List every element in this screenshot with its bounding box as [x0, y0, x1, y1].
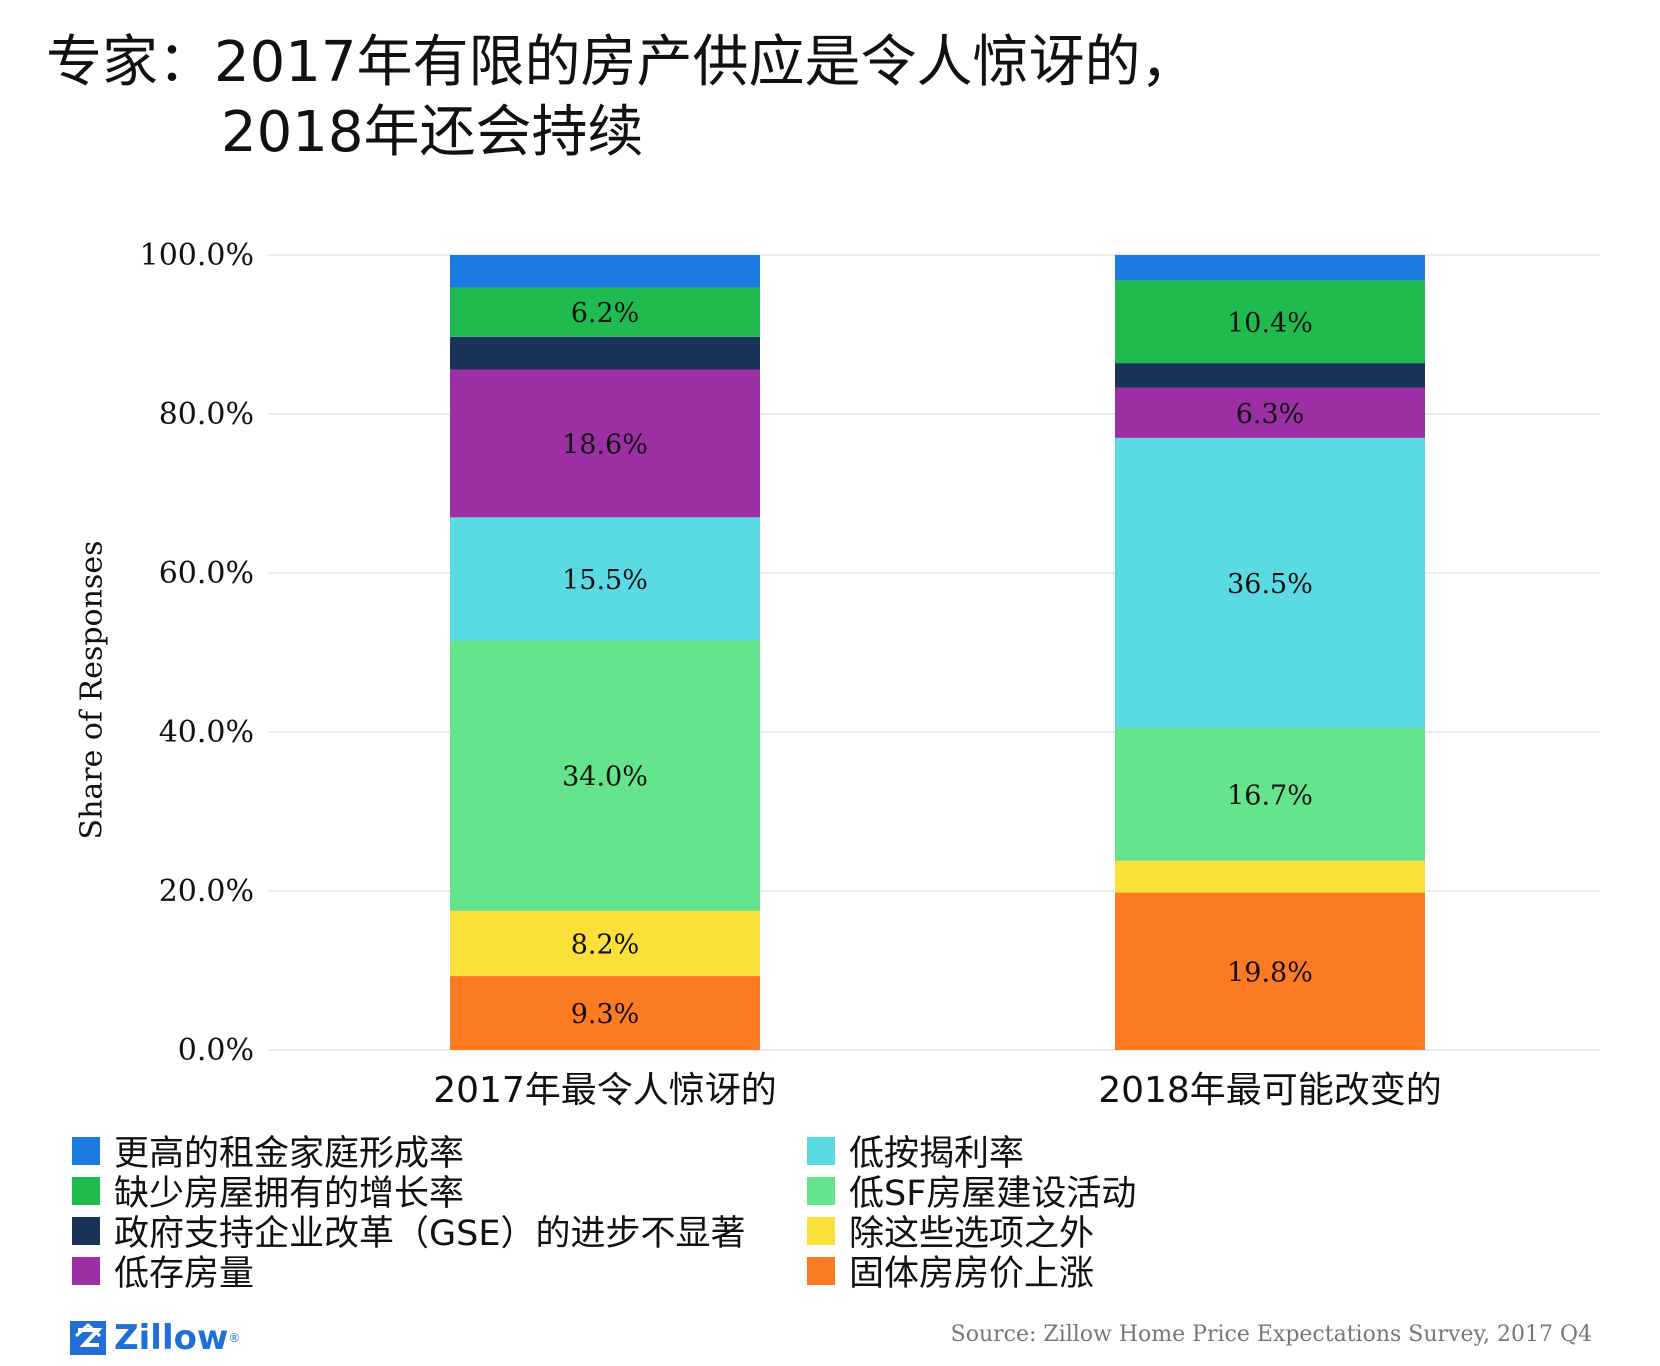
y-tick-label: 60.0% — [159, 556, 254, 591]
chart-title-line1: 专家：2017年有限的房产供应是令人惊讶的， — [46, 30, 1197, 95]
zillow-z-icon — [70, 1321, 106, 1355]
legend-label: 除这些选项之外 — [849, 1214, 1095, 1254]
bar-segment — [450, 336, 760, 370]
x-tick-label: 2017年最令人惊讶的 — [433, 1070, 777, 1111]
legend-item: 低存房量 — [72, 1245, 254, 1296]
legend-label: 低SF房屋建设活动 — [849, 1174, 1137, 1214]
legend-label: 更高的租金家庭形成率 — [114, 1134, 465, 1174]
legend-swatch — [72, 1216, 100, 1245]
logo-registered-mark: ® — [228, 1331, 241, 1345]
legend-label: 政府支持企业改革（GSE）的进步不显著 — [114, 1214, 746, 1254]
data-label: 6.2% — [571, 298, 640, 329]
bar-segment — [450, 369, 760, 518]
data-label: 8.2% — [571, 929, 640, 960]
y-tick-label: 0.0% — [178, 1033, 254, 1068]
legend-item: 政府支持企业改革（GSE）的进步不显著 — [72, 1205, 745, 1256]
data-label: 19.8% — [1227, 957, 1313, 988]
data-label: 34.0% — [562, 762, 648, 793]
data-label: 9.3% — [571, 999, 640, 1030]
legend-item: 低按揭利率 — [807, 1125, 1024, 1176]
logo-text: Zillow — [114, 1318, 229, 1358]
bar-segment — [450, 640, 760, 911]
x-tick-label: 2018年最可能改变的 — [1098, 1070, 1442, 1111]
legend-swatch — [807, 1216, 835, 1245]
legend-swatch — [72, 1176, 100, 1205]
bar-segment — [1115, 437, 1425, 729]
chart-title: 专家：2017年有限的房产供应是令人惊讶的， 2018年还会持续 — [46, 28, 1446, 168]
legend-swatch — [807, 1176, 835, 1205]
data-label: 16.7% — [1227, 780, 1313, 811]
bar-segment — [1115, 860, 1425, 893]
data-label: 15.5% — [562, 565, 648, 596]
legend-item: 缺少房屋拥有的增长率 — [72, 1165, 464, 1216]
legend-swatch — [807, 1256, 835, 1285]
legend-label: 固体房房价上涨 — [849, 1254, 1095, 1294]
y-tick-label: 40.0% — [159, 715, 254, 750]
legend-swatch — [72, 1256, 100, 1285]
y-axis-label: Share of Responses — [74, 540, 110, 840]
legend-label: 低按揭利率 — [849, 1134, 1025, 1174]
legend-label: 缺少房屋拥有的增长率 — [114, 1174, 465, 1214]
data-label: 18.6% — [562, 429, 648, 460]
chart-title-line2: 2018年还会持续 — [221, 100, 644, 165]
source-note: Source: Zillow Home Price Expectations S… — [950, 1322, 1592, 1347]
y-tick-label: 20.0% — [159, 874, 254, 909]
bar-segment — [1115, 363, 1425, 388]
bar-segment — [1115, 387, 1425, 438]
legend-swatch — [807, 1136, 835, 1165]
bar-segment — [450, 255, 760, 288]
data-label: 6.3% — [1236, 399, 1305, 430]
zillow-logo: Zillow ® — [70, 1318, 240, 1358]
bar-segment — [1115, 728, 1425, 861]
bar-segment — [450, 287, 760, 337]
legend-swatch — [72, 1136, 100, 1165]
y-tick-label: 100.0% — [140, 238, 254, 273]
data-label: 36.5% — [1227, 569, 1313, 600]
legend-item: 固体房房价上涨 — [807, 1245, 1094, 1296]
bar-segment — [450, 976, 760, 1050]
bar-segment — [1115, 255, 1425, 281]
bar-segment — [450, 517, 760, 641]
legend-item: 除这些选项之外 — [807, 1205, 1094, 1256]
legend-item: 更高的租金家庭形成率 — [72, 1125, 464, 1176]
data-label: 10.4% — [1227, 308, 1313, 339]
bar-segment — [1115, 280, 1425, 364]
bar-segment — [450, 910, 760, 977]
legend-label: 低存房量 — [114, 1254, 255, 1294]
y-tick-label: 80.0% — [159, 397, 254, 432]
legend-item: 低SF房屋建设活动 — [807, 1165, 1136, 1216]
bar-segment — [1115, 892, 1425, 1050]
